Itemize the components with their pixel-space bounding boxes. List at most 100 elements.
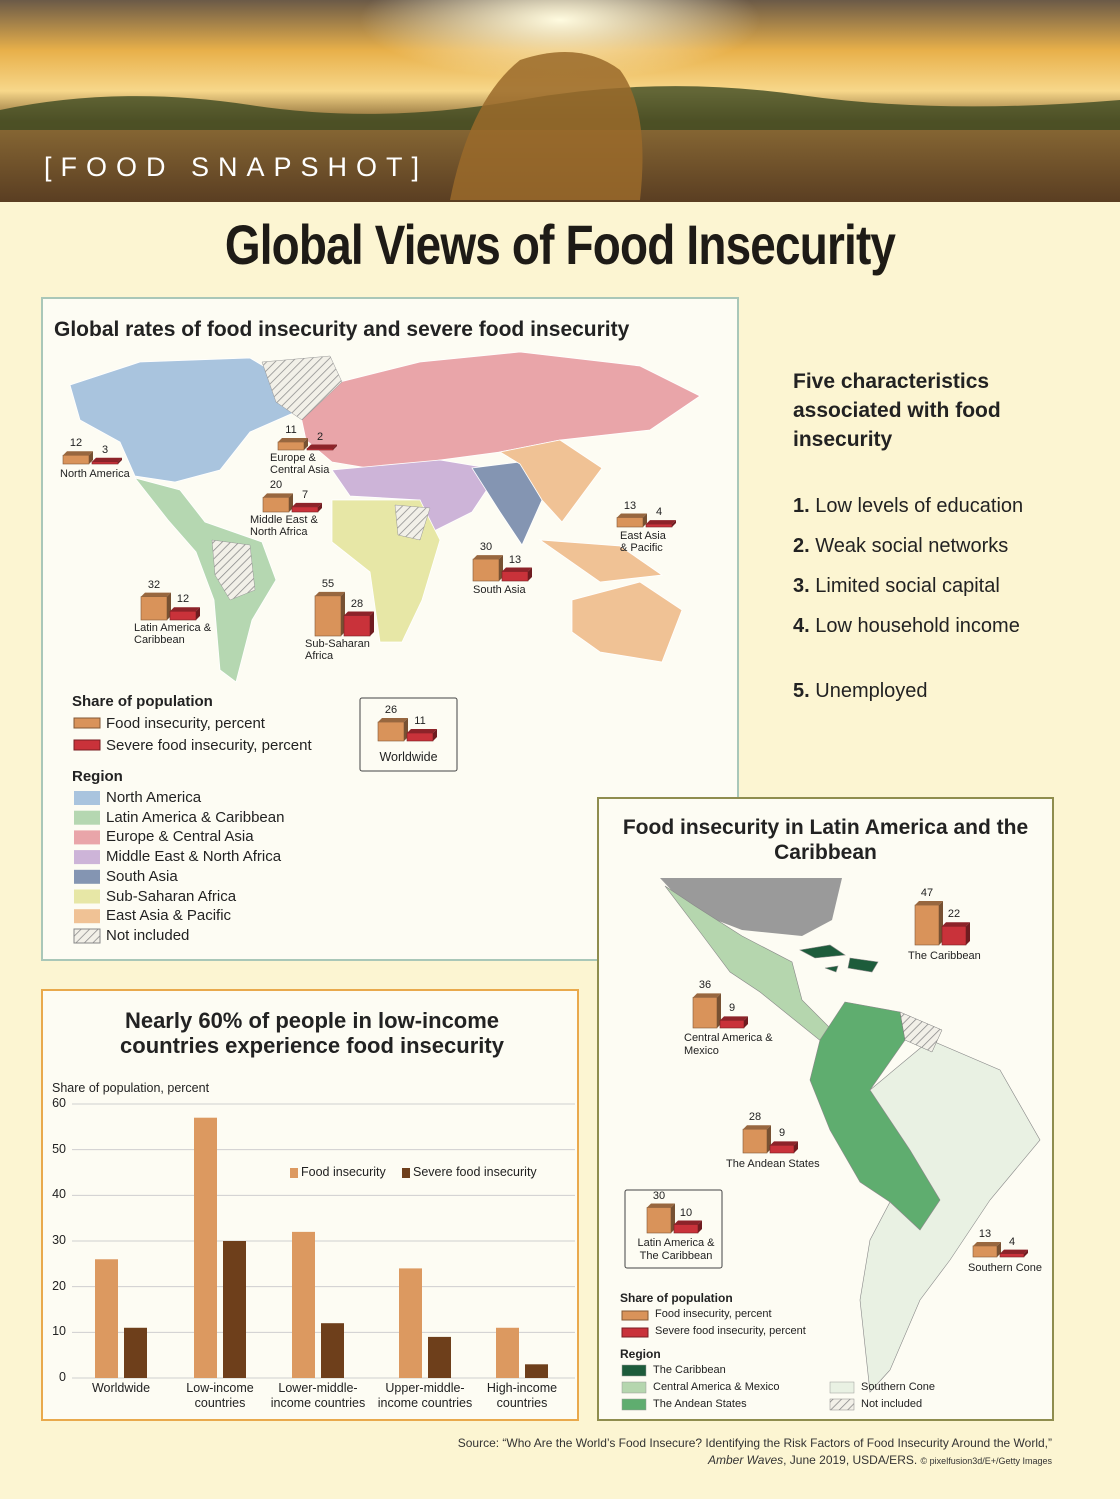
legend-label: North America [106, 789, 202, 806]
legend-label: Food insecurity [301, 1165, 386, 1179]
mini-bar-side [370, 611, 374, 636]
characteristic-number: 3. [793, 575, 810, 597]
characteristic-number: 1. [793, 495, 810, 517]
legend-swatch [73, 717, 101, 729]
mini-bar-side [528, 567, 532, 581]
region-label: Sub-Saharan Africa [305, 638, 370, 662]
not-included-shape [211, 539, 256, 601]
legend-label: Not included [106, 927, 190, 944]
mini-bar [377, 721, 405, 742]
y-tick-label: 50 [52, 1141, 66, 1156]
value-label: 30 [479, 541, 493, 554]
mini-bar [169, 610, 197, 621]
value-label: 55 [321, 577, 335, 590]
source-details: , June 2019, USDA/ERS. [783, 1453, 918, 1467]
legend-swatch [621, 1310, 649, 1321]
value-label: 11 [414, 714, 426, 727]
characteristic: 3. Limited social capital [793, 574, 1058, 599]
not-included-shape [394, 504, 431, 541]
mini-bar-top [743, 1125, 771, 1130]
y-axis-label: Share of population, percent [52, 1081, 210, 1095]
characteristic-text: Limited social capital [815, 575, 1000, 597]
characteristic: 4. Low household income [793, 614, 1058, 639]
y-tick-label: 30 [52, 1233, 66, 1247]
legend-swatch [621, 1364, 647, 1377]
value-label: 12 [176, 593, 190, 606]
mini-bar-top [63, 451, 93, 456]
mini-bar [140, 596, 168, 621]
mini-bar [769, 1145, 795, 1154]
value-label: 36 [698, 979, 712, 992]
mini-bar-side [966, 922, 970, 945]
characteristic: 5. Unemployed [793, 679, 1058, 704]
mini-bar-top [502, 567, 532, 572]
characteristic-text: Low levels of education [815, 495, 1024, 517]
mini-bar-top [473, 555, 503, 560]
mini-bar [406, 732, 434, 742]
mini-bar [501, 571, 529, 582]
legend-label: South Asia [106, 867, 178, 885]
mini-bar [343, 615, 371, 637]
share-legend-title: Share of population [72, 693, 213, 710]
legend-label: The Andean States [653, 1398, 747, 1410]
mini-bar [914, 904, 940, 946]
value-label: 28 [350, 597, 364, 610]
mini-bar-top [307, 444, 337, 449]
characteristic-number: 2. [793, 535, 810, 557]
page-title: Global Views of Food Insecurity [224, 213, 896, 276]
mini-bar-top [720, 1016, 748, 1021]
photo-credit: © pixelfusion3d/E+/Getty Images [920, 1456, 1052, 1466]
region-label: Middle East & North Africa [250, 514, 318, 538]
mini-bar-side [698, 1220, 702, 1233]
mini-bar [941, 925, 967, 946]
y-tick-label: 60 [52, 1096, 66, 1110]
mini-bar-top [292, 502, 322, 507]
value-label: 20 [269, 479, 283, 492]
region-shape [799, 944, 846, 959]
x-tick-label: Upper-middle-income countries [377, 1381, 473, 1410]
bar [496, 1327, 519, 1378]
region-label: North America [60, 468, 130, 480]
legend-swatch [621, 1327, 649, 1338]
y-tick-label: 20 [52, 1278, 66, 1293]
region-shape [847, 957, 879, 973]
mini-bar-top [278, 437, 308, 442]
legend-label: The Caribbean [653, 1364, 726, 1376]
x-tick-label: High-income countries [486, 1381, 558, 1410]
mini-bar-top [92, 457, 122, 462]
bar [194, 1117, 217, 1378]
bar [124, 1327, 147, 1378]
value-label: 26 [384, 704, 398, 717]
value-label: 11 [285, 423, 297, 436]
sun-glow [360, 0, 760, 80]
mini-bar-side [717, 993, 721, 1028]
legend-swatch [621, 1398, 647, 1411]
mini-bar-side [89, 451, 93, 464]
legend-swatch [74, 830, 100, 845]
legend-swatch [402, 1168, 410, 1178]
value-label: 32 [147, 578, 161, 591]
mini-bar [646, 1207, 672, 1234]
region-label: The Caribbean [908, 950, 981, 962]
value-label: 13 [978, 1227, 992, 1240]
mini-bar [692, 997, 718, 1029]
value-label: 2 [316, 430, 324, 443]
mini-bar-side [643, 513, 647, 527]
value-label: 28 [748, 1111, 762, 1124]
mini-bar-top [973, 1241, 1001, 1246]
legend-label: Latin America & Caribbean [106, 808, 285, 826]
mini-bar-top [617, 513, 647, 518]
mini-bar-top [915, 901, 943, 906]
bar [321, 1323, 344, 1378]
legend-label: Food insecurity, percent [655, 1308, 772, 1320]
region-legend-title: Region [72, 768, 123, 785]
mini-bar-top [263, 493, 293, 498]
mini-bar-top [407, 728, 437, 733]
characteristics-title: Five characteristics associated with foo… [793, 370, 1001, 451]
mini-bar-top [170, 607, 200, 612]
y-tick-label: 0 [59, 1370, 66, 1384]
legend-swatch [829, 1398, 855, 1411]
value-label: 12 [69, 437, 83, 450]
mini-bar-top [942, 922, 970, 927]
